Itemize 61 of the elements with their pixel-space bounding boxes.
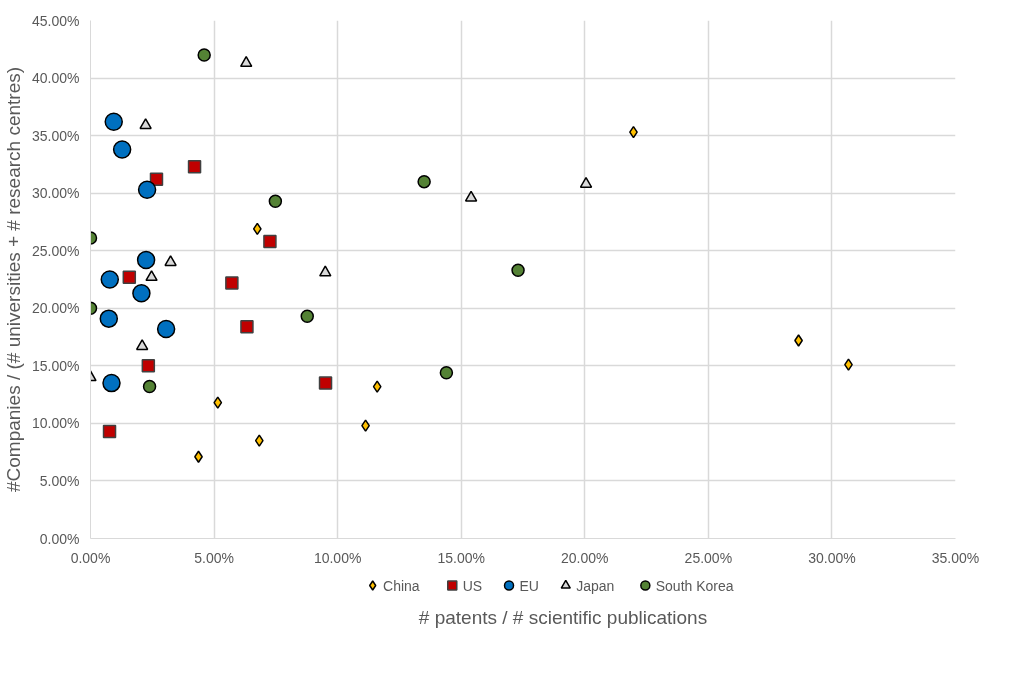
y-tick-label: 40.00% [32, 70, 80, 87]
x-tick-label: 25.00% [684, 549, 733, 566]
point [213, 396, 223, 409]
y-tick-label: 25.00% [32, 242, 80, 259]
legend-label: US [462, 577, 483, 594]
point [164, 255, 177, 267]
point [252, 222, 262, 236]
point [99, 309, 119, 328]
x-tick-label: 10.00% [313, 549, 362, 566]
point [137, 180, 157, 199]
x-tick-label: 30.00% [808, 549, 856, 566]
point [102, 424, 117, 439]
x-tick-label: 20.00% [561, 549, 609, 566]
point [112, 140, 132, 159]
y-tick-label: 35.00% [32, 127, 80, 144]
legend-label: Japan [576, 577, 615, 594]
point [268, 194, 283, 208]
point [225, 276, 239, 290]
point [263, 234, 277, 249]
point [197, 48, 211, 62]
y-tick-label: 10.00% [32, 415, 80, 432]
point [104, 112, 123, 132]
y-tick-label: 20.00% [32, 300, 80, 317]
y-tick-label: 15.00% [32, 357, 80, 374]
point [156, 319, 176, 339]
legend-label: China [383, 577, 420, 594]
y-axis-title: #Companies / (# universities + # research centres) [3, 66, 25, 493]
x-axis-title: # patents / # scientific publications [418, 606, 708, 628]
point [318, 376, 333, 390]
y-tick-label: 5.00% [39, 472, 80, 489]
point [240, 319, 254, 334]
point [254, 434, 264, 447]
point [372, 380, 382, 393]
point [511, 263, 525, 278]
point [100, 270, 120, 289]
point [141, 359, 156, 373]
point [136, 250, 156, 270]
point [319, 265, 332, 277]
x-tick-label: 0.00% [70, 549, 111, 566]
point [464, 190, 478, 202]
x-tick-label: 35.00% [931, 549, 980, 566]
point [579, 176, 593, 188]
point [300, 309, 314, 324]
point [139, 118, 152, 130]
x-tick-label: 5.00% [194, 549, 234, 566]
point [102, 373, 121, 393]
y-tick-label: 45.00% [32, 12, 80, 29]
x-tick-label: 15.00% [437, 549, 485, 566]
point [187, 159, 202, 174]
point [142, 379, 157, 394]
point [135, 339, 149, 351]
point [239, 55, 253, 68]
point [132, 284, 151, 303]
legend-label: South Korea [655, 577, 734, 594]
y-tick-label: 0.00% [39, 530, 80, 547]
point [145, 270, 158, 282]
point [439, 366, 454, 380]
y-tick-label: 30.00% [32, 185, 80, 202]
legend-label: EU [519, 577, 539, 594]
point [417, 174, 431, 189]
point [122, 270, 137, 284]
